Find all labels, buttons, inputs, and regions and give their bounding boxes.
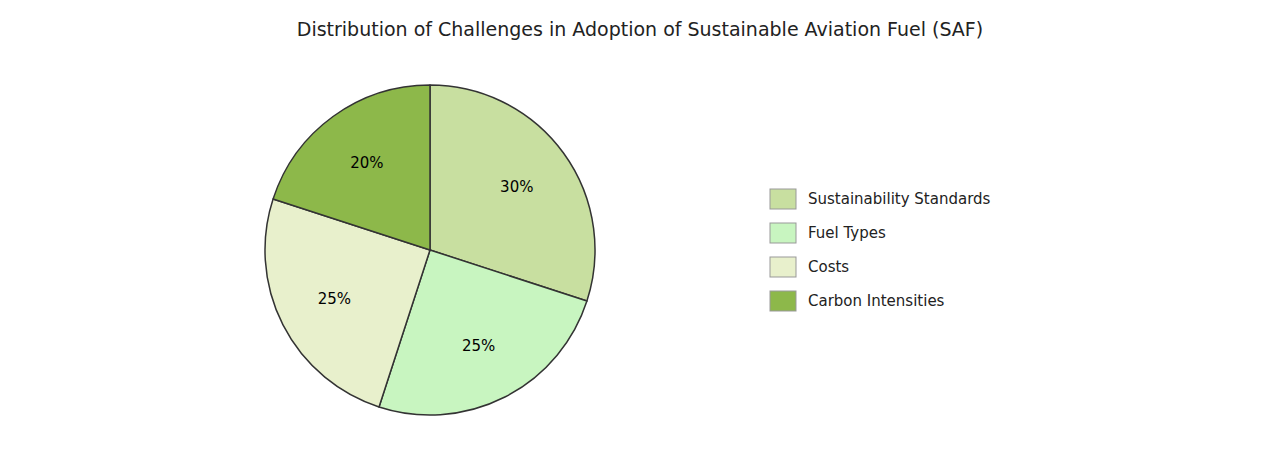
legend-label: Sustainability Standards — [808, 190, 991, 208]
data-labels: 30% 25% 25% 20% — [318, 154, 534, 354]
legend-swatch — [770, 291, 796, 311]
legend: Sustainability Standards Fuel Types Costs C… — [770, 189, 991, 311]
data-label: 30% — [500, 178, 533, 196]
legend-swatch — [770, 257, 796, 277]
legend-label: Carbon Intensities — [808, 292, 945, 310]
slice — [273, 85, 430, 250]
chart: Distribution of Challenges in Adoption o… — [0, 0, 1280, 450]
data-label: 20% — [350, 154, 383, 172]
data-label: 25% — [318, 290, 351, 308]
title: Distribution of Challenges in Adoption o… — [297, 18, 983, 40]
slices — [265, 85, 595, 415]
data-label: 25% — [462, 337, 495, 355]
legend-label: Fuel Types — [808, 224, 886, 242]
legend-swatch — [770, 223, 796, 243]
legend-swatch — [770, 189, 796, 209]
legend-label: Costs — [808, 258, 849, 276]
